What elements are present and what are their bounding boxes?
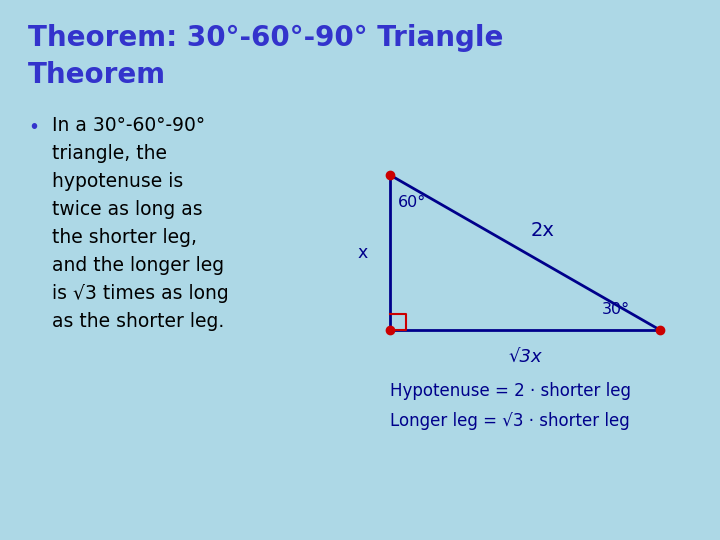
Text: hypotenuse is: hypotenuse is <box>52 172 184 191</box>
Text: 30°: 30° <box>602 302 630 317</box>
Text: 60°: 60° <box>398 195 426 210</box>
Text: the shorter leg,: the shorter leg, <box>52 228 197 247</box>
Text: 2x: 2x <box>531 221 555 240</box>
Text: √3x: √3x <box>508 348 542 366</box>
Text: Theorem: Theorem <box>28 61 166 89</box>
Text: In a 30°-60°-90°: In a 30°-60°-90° <box>52 116 205 135</box>
Text: Hypotenuse = 2 · shorter leg: Hypotenuse = 2 · shorter leg <box>390 382 631 400</box>
Text: triangle, the: triangle, the <box>52 144 167 163</box>
Text: twice as long as: twice as long as <box>52 200 202 219</box>
Text: is √3 times as long: is √3 times as long <box>52 284 229 303</box>
Text: and the longer leg: and the longer leg <box>52 256 224 275</box>
Text: •: • <box>28 118 39 137</box>
Text: Theorem: 30°-60°-90° Triangle: Theorem: 30°-60°-90° Triangle <box>28 24 503 52</box>
Text: Longer leg = √3 · shorter leg: Longer leg = √3 · shorter leg <box>390 412 630 430</box>
Text: x: x <box>358 244 368 261</box>
Text: as the shorter leg.: as the shorter leg. <box>52 312 224 331</box>
